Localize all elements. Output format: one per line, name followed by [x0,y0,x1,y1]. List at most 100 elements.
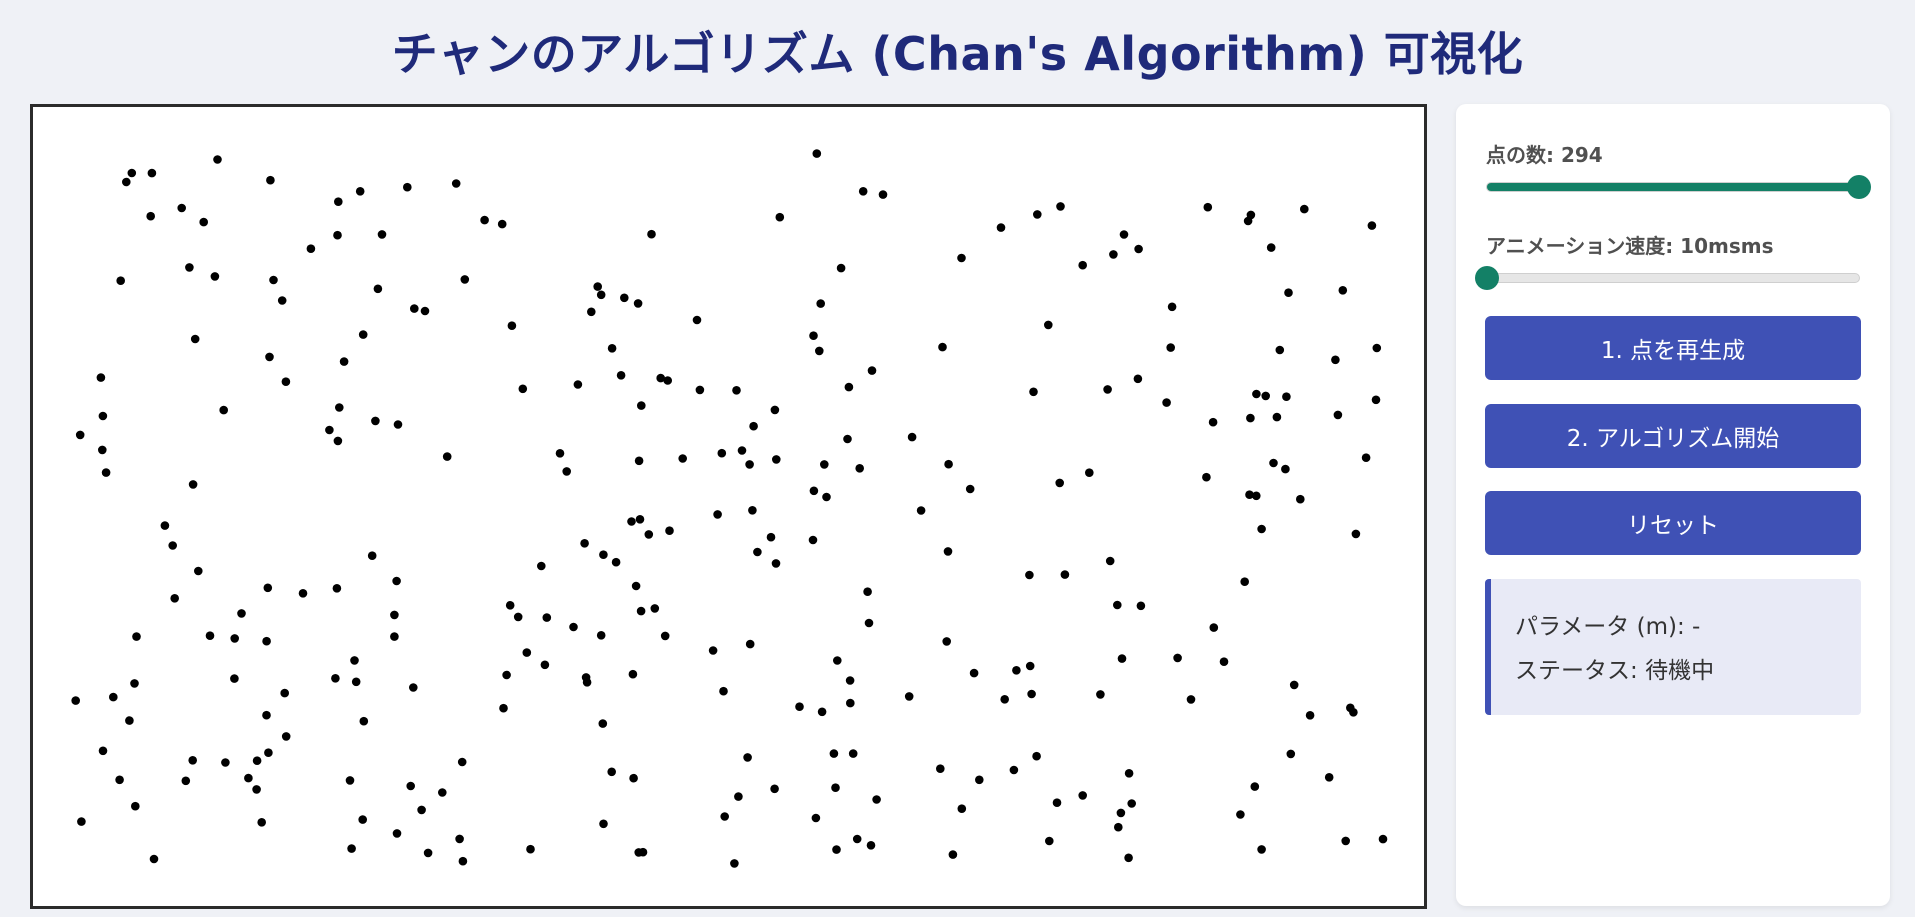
point-count-value: 294 [1560,143,1603,167]
point [1300,204,1309,214]
control-panel: 点の数: 294 アニメーション速度: 10msms 1. 点を再生成 2. ア… [1456,104,1890,906]
point [1009,765,1019,775]
point [265,352,274,362]
point [1032,751,1041,761]
point [1289,680,1299,690]
point [942,637,951,646]
point [334,197,343,206]
point [205,631,215,640]
point [1281,464,1290,474]
point [864,618,874,628]
point [1029,387,1038,397]
point [1371,395,1381,405]
point [749,421,758,431]
point [522,648,532,657]
point [562,467,571,476]
status-value: 待機中 [1645,658,1715,684]
point [170,594,179,603]
point [1109,250,1118,259]
point [607,344,617,353]
point [1246,210,1256,220]
point [637,401,646,410]
point [1055,478,1064,488]
point [237,609,246,618]
point [678,454,687,463]
point [555,449,565,458]
speed-slider[interactable] [1475,266,1860,290]
point [371,416,380,426]
point [644,530,654,539]
point [358,330,368,339]
point [210,272,220,281]
point [843,434,852,444]
point [1208,417,1218,427]
point [263,583,273,593]
point [832,845,841,854]
point [1351,529,1361,539]
point [665,526,674,535]
point [115,775,124,785]
point [1136,601,1146,611]
visualization-canvas[interactable] [30,104,1427,909]
point [569,622,578,632]
point [660,631,670,641]
point [1127,799,1136,808]
point [872,795,881,804]
start-algorithm-button[interactable]: 2. アルゴリズム開始 [1485,404,1861,468]
point [132,632,141,641]
point [355,187,365,196]
point [863,587,872,596]
point [455,834,464,844]
point [647,229,656,239]
point [125,716,134,725]
point [636,606,646,616]
point [75,430,85,440]
point [1044,320,1053,330]
point [852,834,862,844]
point [1250,782,1260,791]
point [855,464,864,473]
point-count-slider[interactable] [1486,175,1871,199]
point [904,692,914,701]
point [1173,653,1182,663]
point [507,321,517,330]
point [1324,773,1334,782]
point [168,541,177,550]
point [213,155,222,164]
regenerate-points-button[interactable]: 1. 点を再生成 [1485,316,1861,380]
point [1114,822,1123,832]
point [766,532,776,542]
point [1052,798,1062,807]
point [451,179,461,188]
point [695,385,705,395]
point [458,856,468,866]
point [770,784,779,794]
point [1202,472,1211,482]
point [1033,210,1042,219]
point [101,468,111,477]
point [944,459,953,469]
point [1186,695,1196,704]
point [331,674,340,683]
point [663,376,672,385]
point [1236,810,1245,819]
point [1117,654,1127,663]
point [438,788,447,797]
point [1269,458,1278,468]
point [177,203,186,213]
speed-label-text: アニメーション速度: [1486,234,1681,258]
point [631,581,641,591]
speed-slider-thumb[interactable] [1475,266,1499,290]
point [720,812,729,821]
point [277,296,287,305]
point-count-slider-thumb[interactable] [1847,175,1871,199]
point [580,539,589,548]
reset-button[interactable]: リセット [1485,491,1861,555]
point [325,425,334,435]
point [748,506,757,515]
point [350,656,359,665]
point [1096,690,1105,699]
point [737,446,747,455]
point [1113,600,1122,610]
point-count-label: 点の数: 294 [1486,139,1603,168]
